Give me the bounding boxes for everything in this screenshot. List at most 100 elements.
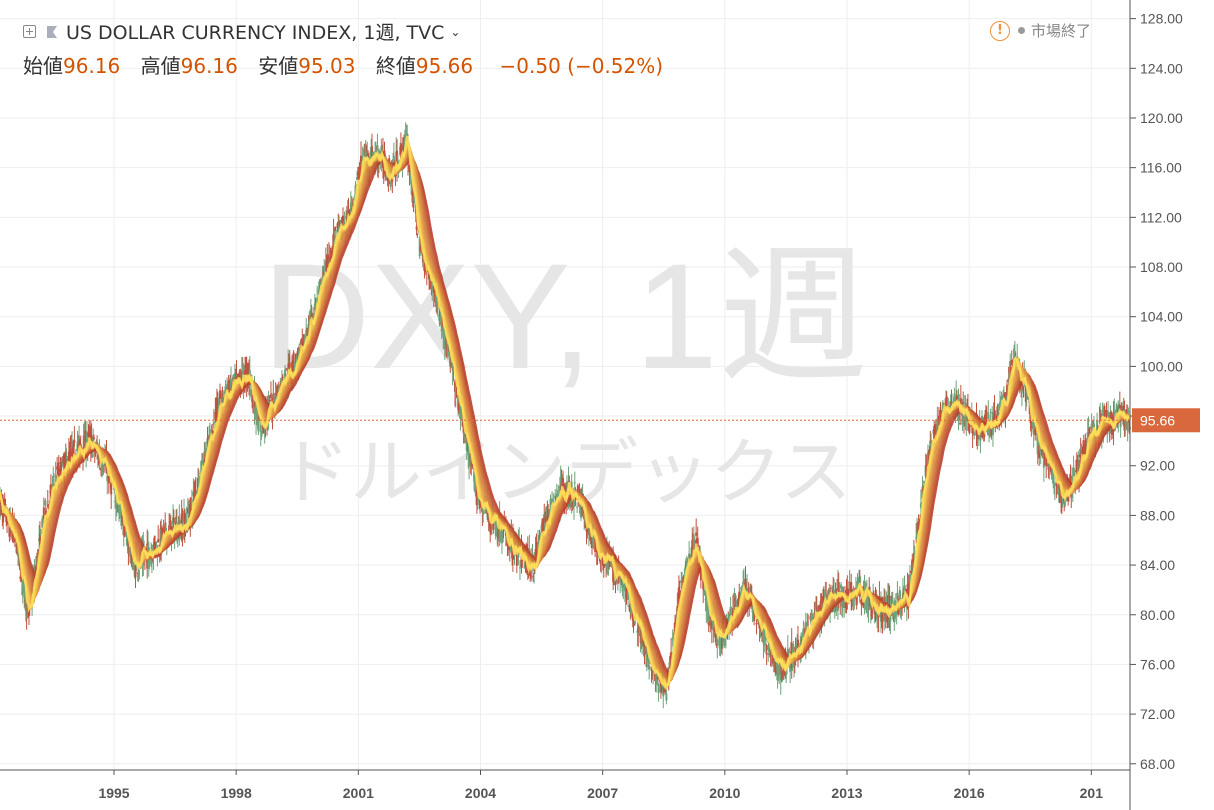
candle-body xyxy=(334,226,337,231)
chevron-down-icon[interactable]: ⌄ xyxy=(450,24,461,39)
candle-body xyxy=(1024,386,1027,403)
candle-body xyxy=(492,523,495,530)
candle-body xyxy=(1053,485,1056,487)
add-compare-icon[interactable] xyxy=(23,25,36,38)
candle-body xyxy=(400,146,403,150)
candle-body xyxy=(977,436,980,438)
candle-body xyxy=(997,407,1000,409)
candle-body xyxy=(212,421,215,426)
candle-body xyxy=(1122,406,1125,413)
candle-body xyxy=(497,531,500,539)
candle-body xyxy=(423,268,426,272)
market-status-text: 市場終了 xyxy=(1031,22,1092,40)
candle-body xyxy=(501,528,504,542)
candle-body xyxy=(476,495,479,498)
candle-body xyxy=(1125,422,1128,427)
warning-icon[interactable]: ! xyxy=(990,20,1010,41)
candle-body xyxy=(813,612,816,620)
y-tick-label: 88.00 xyxy=(1140,507,1175,523)
candle-body xyxy=(240,370,243,388)
candle-body xyxy=(678,595,681,601)
candle-body xyxy=(435,309,438,311)
candle-body xyxy=(92,437,95,445)
candle-body xyxy=(2,500,5,504)
candle-body xyxy=(65,457,68,459)
candle-body xyxy=(627,583,630,600)
candle-body xyxy=(988,432,991,437)
candle-body xyxy=(1113,412,1116,414)
candle-body xyxy=(985,417,988,424)
x-tick-label: 2016 xyxy=(954,785,985,801)
candle-body xyxy=(249,390,252,392)
candle-body xyxy=(749,588,752,590)
candle-body xyxy=(358,174,361,184)
watermark-symbol: DXY, 1週 xyxy=(262,232,868,400)
candle-body xyxy=(268,399,271,401)
candle-body xyxy=(84,430,87,453)
candle-body xyxy=(688,553,691,558)
candle-body xyxy=(602,566,605,568)
candle-body xyxy=(939,409,942,419)
candle-body xyxy=(1045,458,1048,467)
candle-body xyxy=(276,386,279,397)
candle-body xyxy=(724,637,727,642)
candle-body xyxy=(571,494,574,508)
candle-body xyxy=(1025,391,1028,394)
candle-body xyxy=(728,613,731,626)
candle-body xyxy=(630,605,633,615)
candle-body xyxy=(87,431,90,437)
y-tick-label: 80.00 xyxy=(1140,607,1175,623)
candle-body xyxy=(518,567,521,569)
candle-body xyxy=(257,415,260,432)
candle-body xyxy=(92,437,95,440)
y-tick-label: 72.00 xyxy=(1140,706,1175,722)
candles xyxy=(0,122,1131,709)
close-value: 95.66 xyxy=(415,54,474,78)
candle-body xyxy=(923,481,926,484)
symbol-title-row[interactable]: US DOLLAR CURRENCY INDEX, 1週, TVC ⌄ xyxy=(23,18,460,45)
open-label: 始値 xyxy=(23,54,63,78)
candle-body xyxy=(326,257,329,272)
candle-body xyxy=(934,424,937,448)
candle-body xyxy=(37,550,40,557)
candle-body xyxy=(374,146,377,150)
candle-body xyxy=(717,644,720,646)
candle-body xyxy=(442,326,445,338)
candle-body xyxy=(410,184,413,192)
last-price-label: 95.66 xyxy=(1140,412,1175,428)
candle-body xyxy=(193,491,196,503)
candle-body xyxy=(452,367,455,369)
candle-body xyxy=(383,150,386,160)
candle-body xyxy=(1126,416,1129,432)
candle-body xyxy=(73,440,76,443)
candle-body xyxy=(69,449,72,469)
candle-body xyxy=(164,523,167,532)
candle-body xyxy=(1064,498,1067,506)
candle-body xyxy=(256,406,259,423)
candle-body xyxy=(387,179,390,181)
candle-body xyxy=(657,684,660,694)
candle-body xyxy=(1127,411,1130,413)
candle-body xyxy=(446,337,449,357)
candle-body xyxy=(1006,384,1009,396)
candle-body xyxy=(186,508,189,514)
candle-body xyxy=(88,432,91,434)
candle-body xyxy=(544,517,547,529)
candle-body xyxy=(132,560,135,571)
candle-body xyxy=(359,172,362,178)
market-status[interactable]: ! 市場終了 xyxy=(990,20,1091,41)
candle-body xyxy=(238,371,241,381)
candle-body xyxy=(453,381,456,393)
candle-body xyxy=(232,375,235,387)
high-label: 高値 xyxy=(140,54,181,78)
candle-body xyxy=(479,499,482,508)
candle-body xyxy=(137,569,140,573)
candle-body xyxy=(915,531,918,540)
flag-icon[interactable] xyxy=(46,25,58,39)
candle-body xyxy=(415,226,418,230)
candle-body xyxy=(206,438,209,440)
candle-body xyxy=(909,570,912,574)
candle-body xyxy=(675,613,678,619)
